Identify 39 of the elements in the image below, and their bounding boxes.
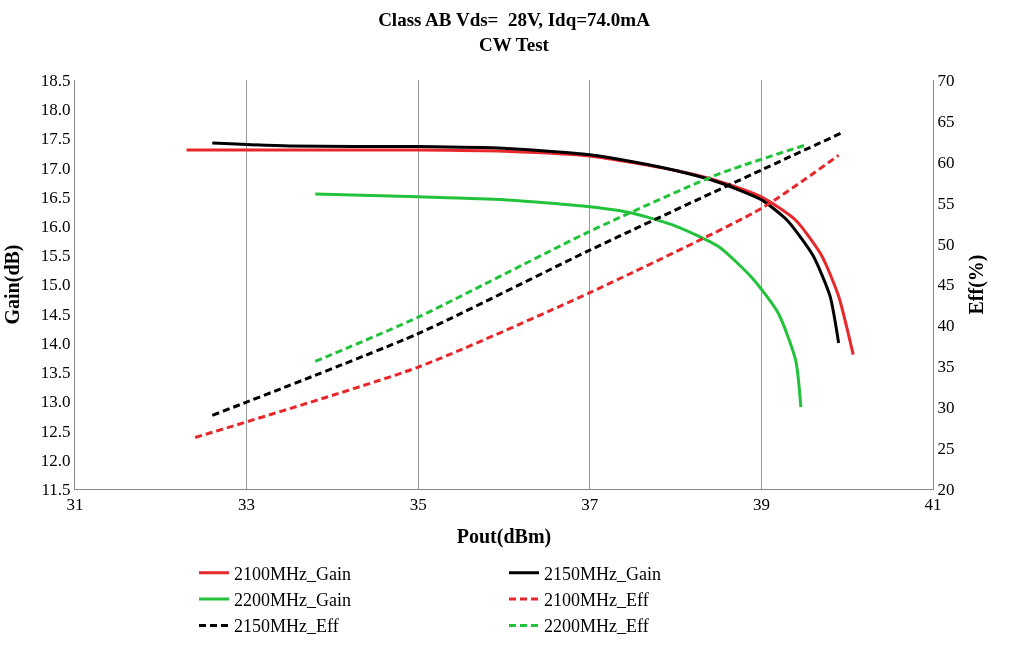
y-tick-label: 12.5 — [40, 421, 71, 441]
y2-tick-label: 30 — [937, 398, 955, 418]
y-tick-label: 15.0 — [40, 275, 71, 295]
y-tick-label: 12.0 — [40, 450, 71, 470]
x-tick-label: 35 — [409, 495, 427, 515]
y-tick-label: 15.5 — [40, 246, 71, 266]
x-tick-label: 39 — [752, 495, 770, 515]
y-tick-label: 17.5 — [40, 129, 71, 149]
y-tick-label: 18.5 — [40, 70, 71, 90]
y-tick-label: 17.0 — [40, 158, 71, 178]
chart-subtitle: CW Test — [479, 33, 550, 55]
legend-label: 2100MHz_Gain — [234, 563, 351, 584]
x-tick-label: 33 — [238, 495, 256, 515]
y-tick-label: 14.0 — [40, 333, 71, 353]
y2-tick-label: 65 — [937, 111, 955, 131]
y-tick-label: 16.0 — [40, 217, 71, 237]
y2-tick-label: 40 — [937, 316, 955, 336]
y2-axis-title: Eff(%) — [964, 254, 988, 315]
y-tick-label: 18.0 — [40, 100, 71, 120]
chart-title: Class AB Vds= 28V, Idq=74.0mA — [378, 9, 651, 31]
y-tick-label: 14.5 — [40, 304, 71, 324]
y-axis-title: Gain(dB) — [1, 244, 25, 325]
y2-tick-label: 45 — [937, 275, 955, 295]
y2-tick-label: 60 — [937, 152, 955, 172]
y2-tick-label: 50 — [937, 234, 955, 254]
legend-label: 2200MHz_Gain — [234, 590, 351, 611]
y-tick-label: 16.5 — [40, 187, 71, 207]
y2-tick-label: 70 — [937, 70, 955, 90]
legend-label: 2200MHz_Eff — [544, 616, 649, 637]
x-axis-title: Pout(dBm) — [456, 524, 552, 548]
y2-tick-label: 55 — [937, 193, 955, 213]
y-tick-label: 13.0 — [40, 392, 71, 412]
y-tick-label: 13.5 — [40, 363, 71, 383]
legend-label: 2150MHz_Eff — [234, 616, 339, 637]
legend-label: 2100MHz_Eff — [544, 590, 649, 611]
legend-label: 2150MHz_Gain — [544, 563, 661, 584]
y2-tick-label: 25 — [937, 439, 955, 459]
y2-tick-label: 35 — [937, 357, 955, 377]
x-tick-label: 37 — [581, 495, 599, 515]
